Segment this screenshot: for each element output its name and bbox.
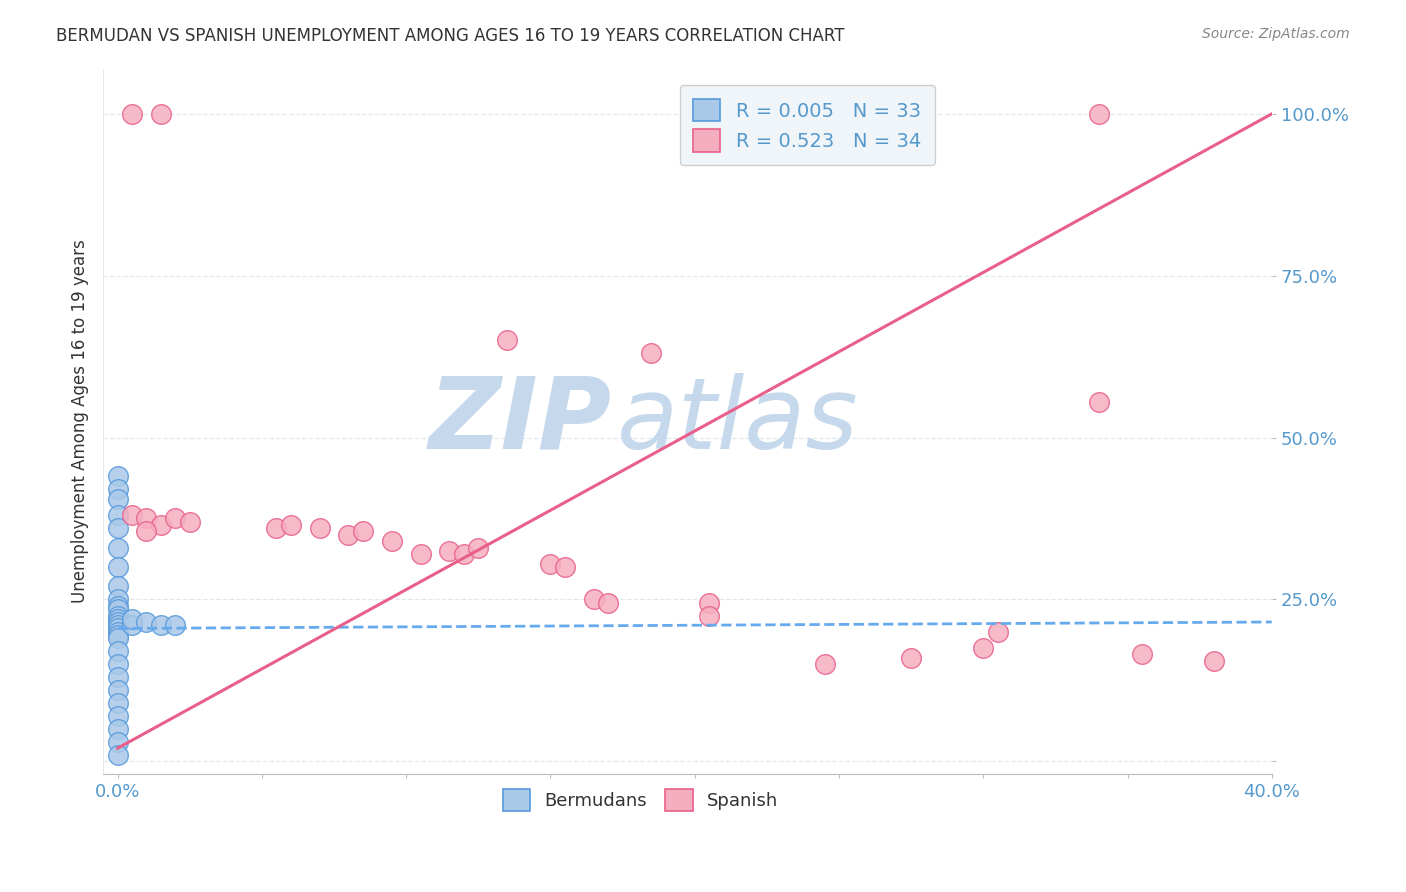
Point bbox=[107, 709, 129, 723]
Point bbox=[165, 618, 187, 632]
Point bbox=[381, 534, 404, 549]
Point bbox=[900, 650, 922, 665]
Point bbox=[1087, 395, 1109, 409]
Point bbox=[107, 541, 129, 555]
Point bbox=[165, 511, 187, 525]
Point bbox=[453, 547, 475, 561]
Point bbox=[264, 521, 287, 535]
Point bbox=[149, 618, 172, 632]
Text: Source: ZipAtlas.com: Source: ZipAtlas.com bbox=[1202, 27, 1350, 41]
Y-axis label: Unemployment Among Ages 16 to 19 years: Unemployment Among Ages 16 to 19 years bbox=[72, 239, 89, 603]
Point bbox=[149, 107, 172, 121]
Point bbox=[972, 640, 994, 655]
Point bbox=[107, 483, 129, 497]
Point bbox=[107, 560, 129, 574]
Point bbox=[107, 644, 129, 658]
Point bbox=[107, 508, 129, 523]
Point bbox=[179, 515, 201, 529]
Text: ZIP: ZIP bbox=[429, 373, 612, 470]
Point bbox=[813, 657, 835, 671]
Point bbox=[107, 622, 129, 636]
Point bbox=[107, 608, 129, 623]
Point bbox=[107, 735, 129, 749]
Point bbox=[107, 615, 129, 629]
Point bbox=[280, 517, 302, 532]
Point bbox=[121, 508, 143, 523]
Point bbox=[1130, 648, 1153, 662]
Point bbox=[149, 517, 172, 532]
Point bbox=[107, 469, 129, 483]
Point bbox=[107, 599, 129, 613]
Point bbox=[107, 747, 129, 762]
Point bbox=[538, 557, 561, 571]
Legend: Bermudans, Spanish: Bermudans, Spanish bbox=[489, 774, 793, 825]
Point bbox=[308, 521, 330, 535]
Point bbox=[107, 618, 129, 632]
Point bbox=[496, 334, 519, 348]
Point bbox=[107, 683, 129, 698]
Point bbox=[337, 527, 360, 541]
Point bbox=[1202, 654, 1225, 668]
Point bbox=[107, 592, 129, 607]
Point bbox=[135, 615, 157, 629]
Point bbox=[107, 602, 129, 616]
Point bbox=[439, 543, 461, 558]
Point bbox=[121, 107, 143, 121]
Point bbox=[697, 608, 720, 623]
Point bbox=[582, 592, 605, 607]
Point bbox=[107, 579, 129, 593]
Point bbox=[467, 541, 489, 555]
Point bbox=[135, 524, 157, 539]
Point bbox=[107, 628, 129, 642]
Point bbox=[107, 670, 129, 684]
Point bbox=[107, 491, 129, 506]
Point bbox=[121, 618, 143, 632]
Point bbox=[121, 612, 143, 626]
Point bbox=[135, 511, 157, 525]
Point bbox=[107, 612, 129, 626]
Point bbox=[107, 521, 129, 535]
Point bbox=[640, 346, 662, 360]
Point bbox=[107, 657, 129, 671]
Point bbox=[107, 722, 129, 736]
Point bbox=[107, 696, 129, 710]
Point bbox=[697, 596, 720, 610]
Point bbox=[409, 547, 432, 561]
Point bbox=[107, 624, 129, 639]
Text: atlas: atlas bbox=[617, 373, 859, 470]
Point bbox=[987, 624, 1010, 639]
Point bbox=[352, 524, 374, 539]
Point bbox=[598, 596, 620, 610]
Text: BERMUDAN VS SPANISH UNEMPLOYMENT AMONG AGES 16 TO 19 YEARS CORRELATION CHART: BERMUDAN VS SPANISH UNEMPLOYMENT AMONG A… bbox=[56, 27, 845, 45]
Point bbox=[107, 631, 129, 645]
Point bbox=[554, 560, 576, 574]
Point bbox=[1087, 107, 1109, 121]
